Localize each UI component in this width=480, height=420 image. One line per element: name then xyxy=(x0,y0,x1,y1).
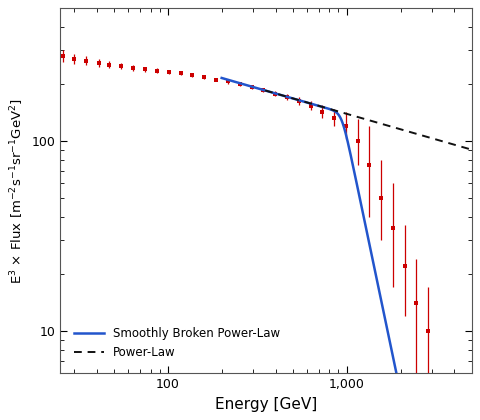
Line: Smoothly Broken Power-Law: Smoothly Broken Power-Law xyxy=(222,78,444,420)
Smoothly Broken Power-Law xyxy=(276,92,282,97)
Power-Law xyxy=(469,147,475,152)
Y-axis label: E$^3$ $\times$ Flux [m$^{-2}$s$^{-1}$sr$^{-1}$GeV$^2$]: E$^3$ $\times$ Flux [m$^{-2}$s$^{-1}$sr$… xyxy=(8,98,26,284)
Smoothly Broken Power-Law xyxy=(350,162,356,167)
Power-Law xyxy=(385,123,391,128)
X-axis label: Energy [GeV]: Energy [GeV] xyxy=(215,396,317,412)
Smoothly Broken Power-Law xyxy=(319,104,325,109)
Smoothly Broken Power-Law xyxy=(367,245,373,250)
Line: Power-Law: Power-Law xyxy=(265,90,472,150)
Smoothly Broken Power-Law xyxy=(219,76,225,81)
Smoothly Broken Power-Law xyxy=(258,87,264,92)
Power-Law xyxy=(389,124,395,129)
Smoothly Broken Power-Law xyxy=(386,336,392,341)
Power-Law xyxy=(449,142,455,147)
Power-Law xyxy=(384,123,390,128)
Legend: Smoothly Broken Power-Law, Power-Law: Smoothly Broken Power-Law, Power-Law xyxy=(70,323,285,364)
Power-Law xyxy=(436,138,442,143)
Power-Law xyxy=(262,88,268,93)
Power-Law xyxy=(263,88,269,93)
